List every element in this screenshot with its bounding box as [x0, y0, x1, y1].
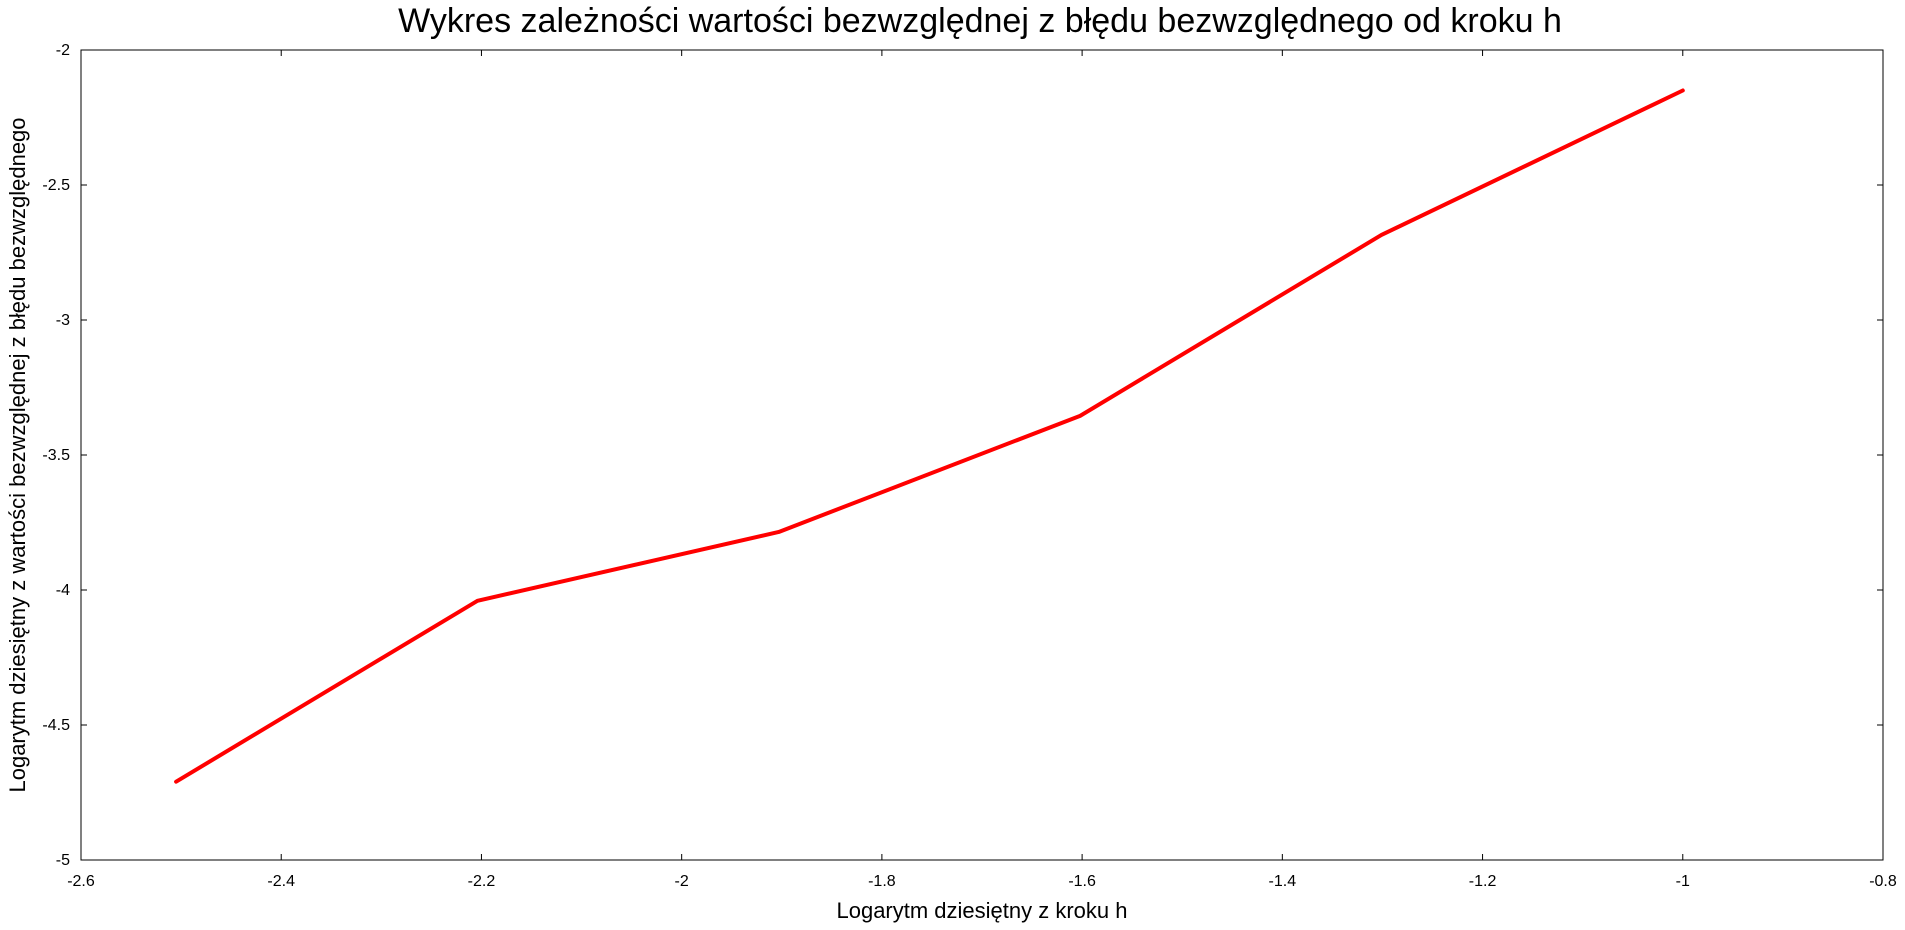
x-tick-label: -1.4: [1269, 873, 1297, 890]
x-tick-label: -0.8: [1869, 873, 1897, 890]
y-axis-ticks: -2 -2.5 -3 -3.5 -4 -4.5 -5: [42, 42, 1883, 869]
x-tick-label: -2.2: [468, 873, 496, 890]
y-tick-label: -4.5: [42, 717, 70, 734]
y-tick-label: -3: [56, 312, 70, 329]
x-tick-label: -2.6: [67, 873, 95, 890]
y-tick-label: -2: [56, 42, 70, 59]
x-tick-label: -1.2: [1469, 873, 1497, 890]
chart-title: Wykres zależności wartości bezwzględnej …: [398, 2, 1562, 40]
x-tick-label: -1.8: [868, 873, 896, 890]
y-tick-label: -4: [56, 582, 70, 599]
x-tick-label: -1: [1676, 873, 1690, 890]
y-tick-label: -3.5: [42, 447, 70, 464]
x-axis-label: Logarytm dziesiętny z kroku h: [836, 898, 1127, 923]
y-tick-label: -2.5: [42, 177, 70, 194]
x-axis-ticks: -2.6 -2.4 -2.2 -2 -1.8 -1.6 -1.4 -1.2 -1 -0.8: [67, 50, 1897, 890]
y-tick-label: -5: [56, 852, 70, 869]
series-line: [174, 88, 1685, 784]
x-tick-label: -1.6: [1068, 873, 1096, 890]
series-layer: [174, 88, 1685, 784]
x-tick-label: -2.4: [267, 873, 295, 890]
x-tick-label: -2: [675, 873, 689, 890]
y-axis-label: Logarytm dziesiętny z wartości bezwzględ…: [5, 117, 30, 792]
